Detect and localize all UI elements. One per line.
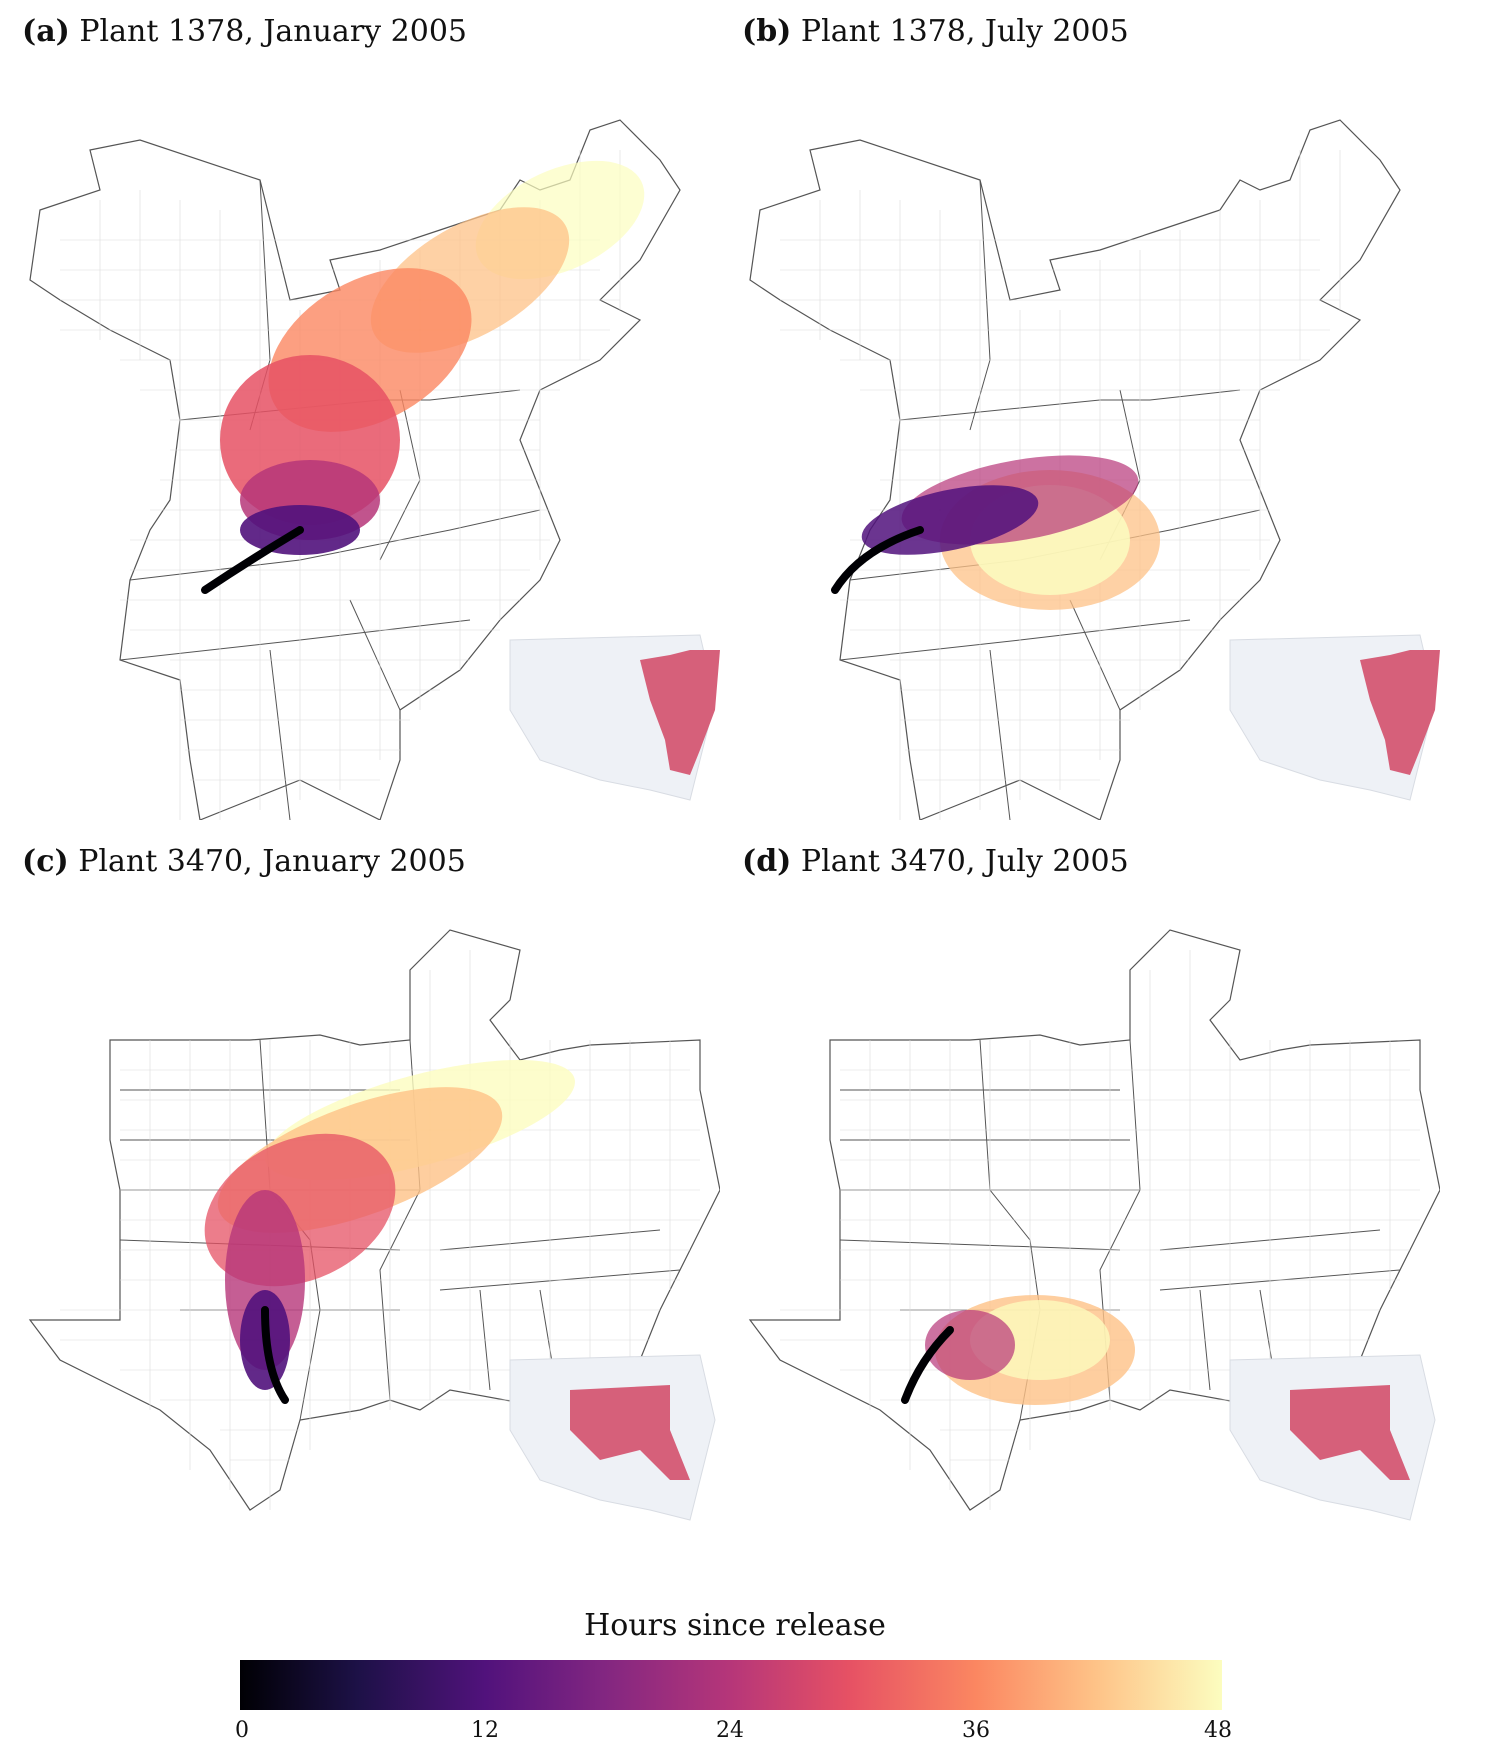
panel-letter: (c) [22,844,69,879]
panel-caption: Plant 1378, July 2005 [800,14,1129,49]
plume [201,160,645,594]
panel-d: (d) Plant 3470, July 2005 [720,830,1440,1650]
colorbar-tick [485,1710,486,1718]
panel-letter: (b) [742,14,792,49]
colorbar-tick [240,1710,241,1718]
panel-c: (c) Plant 3470, January 2005 [0,830,720,1650]
panel-title: (b) Plant 1378, July 2005 [742,14,1129,49]
inset-map [1229,634,1440,801]
colorbar-tick-label: 24 [716,1718,744,1743]
colorbar-tick-label: 0 [235,1718,249,1743]
colorbar [240,1660,1222,1710]
plume [204,1059,575,1404]
panel-title: (a) Plant 1378, January 2005 [22,14,467,49]
panel-a: (a) Plant 1378, January 2005 [0,0,720,820]
map-eastern-us [749,119,1440,820]
colorbar-tick [730,1710,731,1718]
inset-map [509,634,720,801]
colorbar-tick-label: 12 [471,1718,499,1743]
panel-caption: Plant 3470, July 2005 [800,844,1129,879]
panel-title: (d) Plant 3470, July 2005 [742,844,1129,879]
panel-title: (c) Plant 3470, January 2005 [22,844,466,879]
legend-title: Hours since release [584,1608,886,1643]
map-eastern-us [29,119,720,820]
inset-map [509,1354,716,1521]
panel-b: (b) Plant 1378, July 2005 [720,0,1440,820]
panel-letter: (d) [742,844,792,879]
map-central-us [28,929,720,1521]
panel-caption: Plant 3470, January 2005 [78,844,466,879]
colorbar-tick-label: 36 [962,1718,990,1743]
map-central-us [748,929,1440,1521]
colorbar-tick-label: 48 [1204,1718,1232,1743]
inset-map [1229,1354,1436,1521]
colorbar-tick [976,1710,977,1718]
plume [901,1295,1135,1405]
colorbar-tick [1221,1710,1222,1718]
panel-caption: Plant 1378, January 2005 [79,14,467,49]
colorbar-legend: Hours since release 0 12 24 36 48 [235,1590,1232,1743]
plume [831,455,1160,610]
panel-letter: (a) [22,14,70,49]
